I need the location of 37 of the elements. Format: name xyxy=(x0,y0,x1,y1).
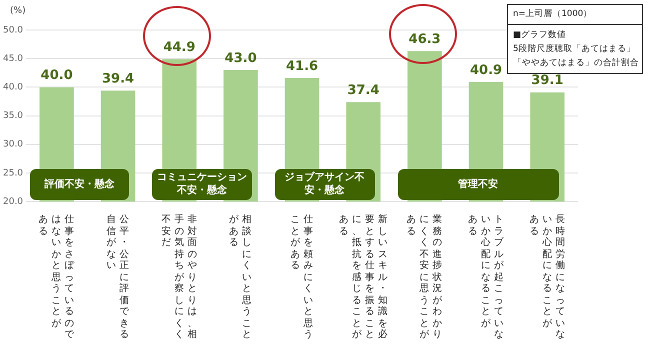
rounded-label-box: コミュニケーション不安・懸念 xyxy=(152,168,252,200)
category-label: 業務の進捗状況がわかりにくく不安に思うことがある xyxy=(406,214,443,340)
annotation: ■グラフ数値 xyxy=(513,29,568,42)
y-tick-label: 25.0 xyxy=(2,168,24,178)
data-label: 46.3 xyxy=(408,32,441,48)
rounded-label-box: ジョブアサイン不安・懸念 xyxy=(274,168,375,200)
y-tick-label: 35.0 xyxy=(2,111,24,122)
data-label: 37.4 xyxy=(347,82,380,98)
annotation: 「ややあてはまる」の合計割合 xyxy=(513,56,639,70)
y-axis-title: (%) xyxy=(10,6,26,16)
data-label: 41.6 xyxy=(286,58,318,74)
data-label: 40.9 xyxy=(470,62,502,78)
category-label: 新しいスキル・知識を必要とする仕事を振ることに、抵抗を感じることがある xyxy=(338,214,388,340)
category-label: トラブルが起こっていないか心配になることがある xyxy=(468,214,504,340)
data-label: 43.0 xyxy=(224,50,257,66)
y-tick-label: 45.0 xyxy=(2,54,24,64)
annotation: 評価不安・懸念 xyxy=(43,178,116,191)
y-tick-label: 40.0 xyxy=(2,82,24,93)
y-tick-label: 20.0 xyxy=(2,196,24,207)
data-label: 44.9 xyxy=(163,40,196,56)
data-label: 39.1 xyxy=(531,73,564,88)
category-label: 仕事をさぼっているのではないかと思うことがある xyxy=(38,214,75,340)
annotation: 管理不安 xyxy=(457,178,499,191)
category-label: 長時間労働になっていないか心配になることがある xyxy=(529,214,566,340)
annotation: ジョブアサイン不安・懸念 xyxy=(284,171,366,198)
y-tick-label: 50.0 xyxy=(2,25,24,36)
category-label: 非対面のやりとりは、相手の気持ちが察しにくく不安だ xyxy=(161,214,198,340)
category-label: 仕事を頼みにくいと思うことがある xyxy=(290,214,314,340)
text: n=上司層（1000） xyxy=(507,4,643,25)
annotation: 5段階尺度聴取「あてはまる」 xyxy=(513,42,636,56)
y-tick-label: 30.0 xyxy=(2,140,24,150)
category-label: 相談しにくいと思うことがある xyxy=(229,214,252,340)
data-label: 40.0 xyxy=(40,68,73,84)
rounded-label-box: 管理不安 xyxy=(398,168,558,200)
data-label: 39.4 xyxy=(102,72,134,87)
rounded-label-box: 評価不安・懸念 xyxy=(30,168,130,200)
category-label: 公平・公正に評価できる自信がない xyxy=(106,214,130,340)
